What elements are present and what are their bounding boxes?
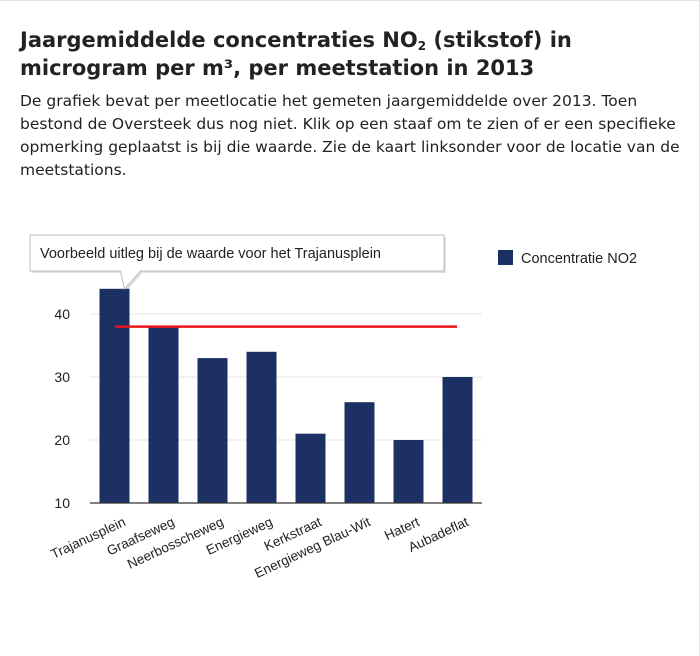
title-subscript: 2 bbox=[417, 39, 427, 53]
y-tick-label: 20 bbox=[54, 432, 70, 448]
y-tick-label: 10 bbox=[54, 495, 70, 511]
bar-aubadeflat[interactable] bbox=[442, 377, 473, 503]
chart-title: Jaargemiddelde concentraties NO2 (stikst… bbox=[20, 26, 680, 82]
y-tick-label: 40 bbox=[54, 306, 70, 322]
legend-swatch bbox=[498, 250, 513, 265]
tooltip-text: Voorbeeld uitleg bij de waarde voor het … bbox=[40, 246, 381, 262]
bar-energieweg[interactable] bbox=[246, 351, 277, 503]
bar-hatert[interactable] bbox=[393, 440, 424, 503]
chart-subtitle: De grafiek bevat per meetlocatie het gem… bbox=[20, 92, 680, 179]
bar-energieweg-blau-wit[interactable] bbox=[344, 402, 375, 503]
y-tick-label: 30 bbox=[54, 369, 70, 385]
title-part-1: Jaargemiddelde concentraties NO bbox=[20, 28, 418, 52]
legend-label: Concentratie NO2 bbox=[521, 251, 637, 267]
frame-top-border bbox=[0, 0, 700, 1]
bar-neerbosscheweg[interactable] bbox=[197, 358, 228, 503]
title-part-2: (stikstof) in microgram per m³, per meet… bbox=[20, 28, 572, 80]
tooltip-box bbox=[29, 234, 445, 291]
bar-kerkstraat[interactable] bbox=[295, 433, 326, 503]
bar-graafseweg[interactable] bbox=[148, 326, 179, 503]
bar-trajanusplein[interactable] bbox=[99, 288, 130, 503]
